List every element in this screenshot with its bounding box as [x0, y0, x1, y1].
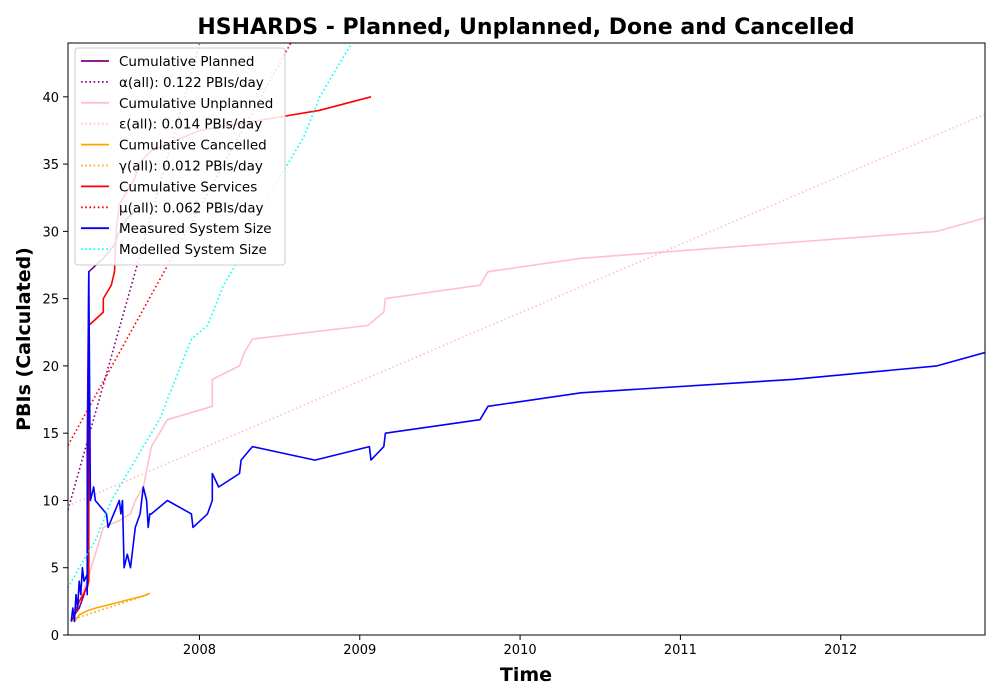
y-tick-label: 25 — [42, 293, 59, 308]
x-tick-label: 2012 — [824, 643, 857, 658]
y-axis-label: PBIs (Calculated) — [13, 247, 35, 431]
series-line-cumulative-cancelled — [73, 592, 151, 622]
x-tick-label: 2010 — [504, 643, 537, 658]
y-tick-label: 5 — [51, 562, 59, 577]
y-tick-label: 20 — [42, 360, 59, 375]
series-line-measured-system-size — [70, 270, 985, 623]
y-tick-label: 0 — [51, 629, 59, 644]
series-layer — [68, 43, 985, 623]
legend-box — [74, 47, 286, 266]
y-tick-label: 10 — [42, 494, 59, 509]
legend-label: Measured System Size — [119, 221, 272, 237]
legend-label: Modelled System Size — [119, 242, 267, 258]
legend: Cumulative Planned α(all): 0.122 PBIs/day… — [74, 47, 286, 266]
legend-label: Cumulative Planned — [119, 54, 255, 70]
series-line-all-0-012-pbis-day — [74, 593, 151, 620]
x-tick-label: 2009 — [343, 643, 376, 658]
legend-label: ε(all): 0.014 PBIs/day — [119, 117, 262, 133]
y-tick-label: 15 — [42, 427, 59, 442]
legend-label: α(all): 0.122 PBIs/day — [119, 75, 264, 91]
legend-label: Cumulative Cancelled — [119, 138, 267, 154]
y-tick-label: 40 — [42, 91, 59, 106]
x-tick-label: 2011 — [664, 643, 697, 658]
legend-label: γ(all): 0.012 PBIs/day — [119, 159, 263, 175]
y-tick-label: 30 — [42, 225, 59, 240]
series-line-cumulative-unplanned — [70, 217, 985, 622]
x-axis-label: Time — [500, 664, 552, 686]
legend-label: μ(all): 0.062 PBIs/day — [119, 200, 263, 216]
chart-title: HSHARDS - Planned, Unplanned, Done and C… — [197, 15, 854, 40]
y-tick-label: 35 — [42, 158, 59, 173]
plot-frame — [67, 42, 986, 636]
legend-label: Cumulative Unplanned — [119, 96, 273, 112]
ticks-layer: 2008 2009 2010 2011 2012 0 5 10 15 20 25 30 35 40 — [42, 91, 857, 658]
legend-label: Cumulative Services — [119, 179, 257, 195]
series-line-modelled-system-size — [68, 43, 353, 589]
x-tick-label: 2008 — [183, 643, 216, 658]
